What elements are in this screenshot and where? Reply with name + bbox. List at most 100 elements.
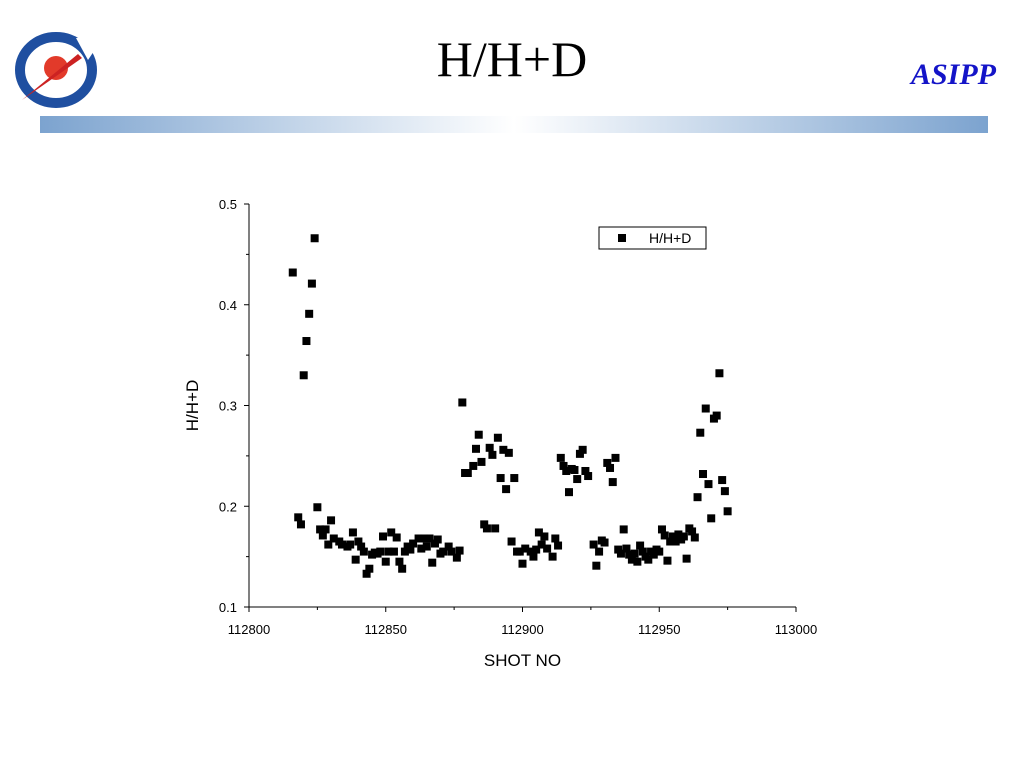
data-point — [554, 541, 563, 550]
data-point — [674, 530, 683, 539]
data-point — [636, 541, 645, 550]
data-point — [723, 507, 732, 516]
data-point — [564, 488, 573, 497]
data-point — [718, 476, 727, 485]
legend-box — [598, 226, 707, 250]
data-point — [504, 448, 513, 457]
data-point — [644, 555, 653, 564]
data-point — [362, 569, 371, 578]
slide-title: H/H+D — [436, 31, 588, 87]
data-point — [384, 547, 393, 556]
data-point — [573, 475, 582, 484]
data-point — [584, 472, 593, 481]
data-point — [521, 544, 530, 553]
data-point — [630, 549, 639, 558]
data-point — [592, 561, 601, 570]
data-point — [712, 411, 721, 420]
data-point — [318, 531, 327, 540]
y-tick-label: 0.4 — [219, 298, 237, 313]
x-tick-label: 112950 — [638, 622, 680, 637]
x-axis-label: SHOT NO — [484, 651, 561, 670]
data-point — [562, 466, 571, 475]
data-point — [551, 534, 560, 543]
header-divider-bar — [40, 116, 988, 133]
data-point — [398, 564, 407, 573]
data-point — [696, 428, 705, 437]
data-point — [329, 534, 338, 543]
data-point — [389, 547, 398, 556]
y-tick-label: 0.5 — [219, 197, 237, 212]
data-point — [510, 474, 519, 483]
data-point — [491, 524, 500, 533]
data-point — [392, 533, 401, 542]
data-point — [660, 531, 669, 540]
data-point — [455, 546, 464, 555]
data-point — [657, 525, 666, 534]
data-point — [447, 547, 456, 556]
data-point — [507, 537, 516, 546]
data-point — [603, 458, 612, 467]
x-tick-label: 112850 — [365, 622, 407, 637]
data-point — [406, 545, 415, 554]
data-point — [704, 480, 713, 489]
data-point — [430, 539, 439, 548]
data-point — [346, 540, 355, 549]
x-tick-label: 113000 — [775, 622, 817, 637]
data-point — [354, 537, 363, 546]
data-point — [422, 542, 431, 551]
data-point — [606, 463, 615, 472]
data-point — [439, 547, 448, 556]
data-point — [715, 369, 724, 378]
data-point — [376, 547, 385, 556]
data-point — [395, 557, 404, 566]
data-point — [420, 534, 429, 543]
data-point — [578, 445, 587, 454]
data-point — [671, 537, 680, 546]
data-point — [469, 461, 478, 470]
data-point — [452, 553, 461, 562]
data-point — [493, 433, 502, 442]
data-point — [444, 542, 453, 551]
data-point — [649, 550, 658, 559]
data-point — [327, 516, 336, 525]
data-point — [463, 469, 472, 478]
data-point — [701, 404, 710, 413]
data-point — [699, 470, 708, 479]
data-point — [324, 540, 333, 549]
data-point — [532, 545, 541, 554]
data-point — [387, 528, 396, 537]
data-point — [337, 540, 346, 549]
data-point — [321, 525, 330, 534]
data-point — [581, 466, 590, 475]
y-tick-label: 0.2 — [219, 499, 237, 514]
data-point — [310, 234, 319, 243]
data-point — [288, 268, 297, 277]
data-point — [348, 528, 357, 537]
data-point — [655, 547, 664, 556]
data-point — [529, 552, 538, 561]
data-point — [428, 558, 437, 567]
data-point — [611, 453, 620, 462]
data-point — [548, 552, 557, 561]
data-point — [294, 513, 303, 522]
data-point — [570, 465, 579, 474]
data-point — [663, 556, 672, 565]
data-point — [379, 532, 388, 541]
data-point — [690, 533, 699, 542]
data-point — [556, 453, 565, 462]
data-point — [638, 547, 647, 556]
data-point — [559, 461, 568, 470]
legend: H/H+D — [598, 226, 707, 250]
data-point — [499, 445, 508, 454]
data-point — [482, 524, 491, 533]
data-point — [616, 549, 625, 558]
data-point — [502, 485, 511, 494]
data-point — [537, 540, 546, 549]
data-point — [614, 545, 623, 554]
series-points — [288, 234, 732, 578]
y-tick-label: 0.1 — [219, 600, 237, 615]
data-point — [595, 547, 604, 556]
data-point — [307, 279, 316, 288]
data-point — [693, 493, 702, 502]
